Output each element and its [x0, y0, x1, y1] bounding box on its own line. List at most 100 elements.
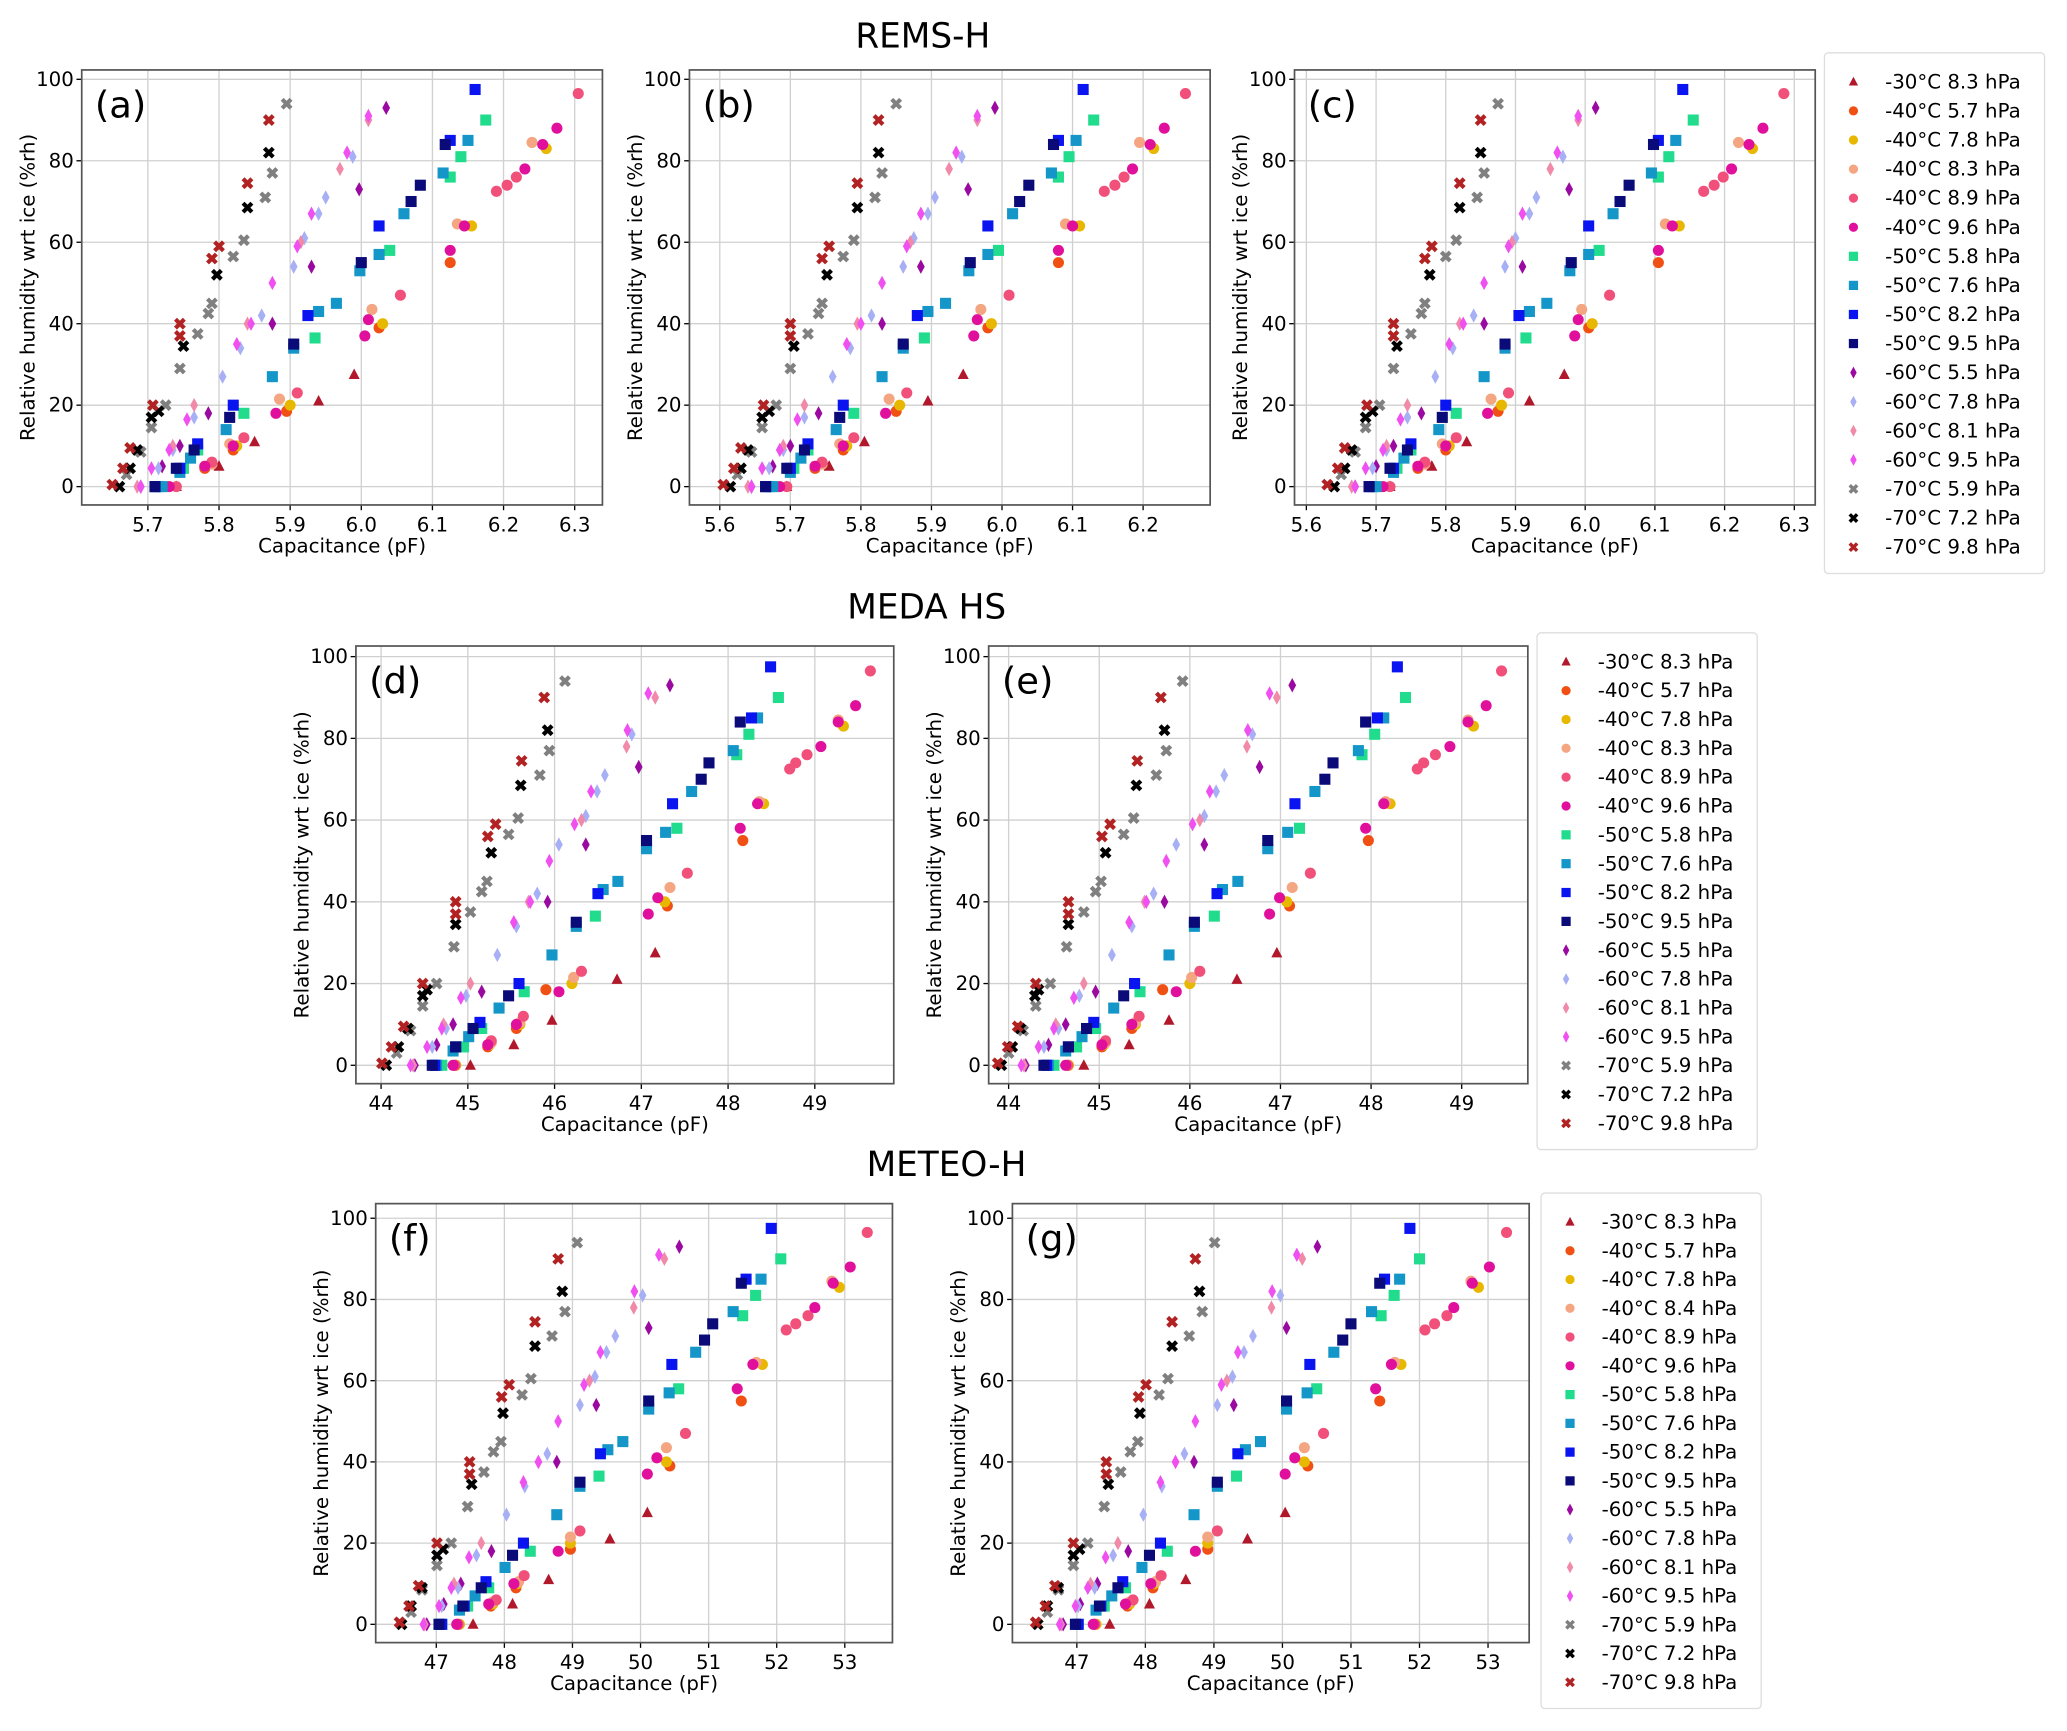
data-point	[1396, 412, 1405, 427]
series-16	[106, 114, 275, 491]
legend-marker-icon	[1561, 772, 1571, 782]
data-point	[652, 892, 664, 904]
legend-entry-label: -50°C 9.5 hPa	[1602, 1469, 1738, 1492]
data-point	[1564, 265, 1576, 277]
data-point	[592, 888, 604, 900]
y-tick-label: 20	[956, 972, 981, 995]
y-tick-label: 0	[1274, 475, 1287, 498]
panel-f: 0 20 40 60 80 100 47 48 49 50 51 52 53 Capacitance (p…	[310, 1202, 894, 1695]
data-point	[1298, 1442, 1310, 1454]
data-point	[902, 239, 911, 254]
data-point	[366, 303, 378, 315]
legend-marker-icon	[1565, 1476, 1575, 1486]
data-point	[493, 1002, 505, 1014]
data-point	[1583, 220, 1595, 232]
data-point	[1067, 1537, 1080, 1550]
data-point	[1345, 444, 1358, 456]
data-point	[1189, 1545, 1201, 1557]
data-point	[1062, 895, 1075, 908]
data-point	[559, 1305, 571, 1318]
y-tick-label: 100	[644, 68, 682, 91]
data-point	[1677, 83, 1689, 96]
data-point	[481, 830, 494, 843]
x-tick-label: 6.2	[1127, 513, 1158, 536]
data-point	[483, 1598, 495, 1610]
data-point	[982, 248, 994, 260]
x-tick-label: 5.7	[775, 513, 806, 536]
data-point	[508, 1038, 520, 1050]
data-point	[551, 122, 563, 134]
data-point	[1166, 1315, 1178, 1328]
data-point	[737, 834, 749, 847]
data-point	[1352, 745, 1364, 757]
data-point	[503, 990, 515, 1002]
data-point	[1288, 678, 1297, 693]
data-point	[1480, 275, 1488, 291]
data-point	[1652, 257, 1664, 269]
legend-marker-icon	[1561, 887, 1571, 898]
data-point	[457, 1600, 469, 1612]
data-point	[449, 1017, 457, 1032]
legend-entry-label: -40°C 9.6 hPa	[1885, 216, 2021, 239]
data-point	[1480, 316, 1488, 331]
data-point	[1361, 461, 1370, 476]
data-point	[649, 946, 661, 958]
data-point	[1129, 978, 1141, 990]
data-point	[268, 316, 277, 331]
data-point	[1100, 1456, 1113, 1468]
data-point	[1379, 442, 1387, 458]
series-8	[760, 83, 1089, 493]
series-3	[1419, 136, 1745, 470]
y-axis-label: Relative humidity wrt ice (%rh)	[16, 134, 39, 441]
data-point	[924, 206, 932, 221]
x-tick-label: 6.3	[1779, 513, 1810, 536]
legend-marker-icon	[1565, 1274, 1575, 1285]
x-tick-label: 47	[629, 1092, 654, 1115]
data-point	[477, 984, 486, 999]
data-point	[827, 1277, 839, 1289]
data-point	[348, 368, 360, 380]
y-tick-label: 40	[979, 1450, 1004, 1473]
data-point	[858, 435, 870, 447]
data-point	[238, 407, 250, 419]
data-point	[1453, 201, 1466, 214]
x-tick-label: 45	[1087, 1092, 1112, 1115]
data-point	[1304, 1358, 1316, 1370]
x-axis-label: Capacitance (pF)	[1471, 534, 1639, 557]
data-point	[463, 1456, 476, 1468]
y-tick-label: 40	[1261, 312, 1286, 335]
data-point	[1044, 977, 1057, 990]
data-point	[1196, 1305, 1209, 1318]
data-point	[510, 1018, 522, 1030]
data-point	[1158, 122, 1170, 134]
data-point	[1255, 759, 1264, 775]
data-point	[1108, 1002, 1120, 1014]
data-point	[555, 837, 563, 852]
y-tick-label: 20	[49, 394, 74, 417]
legend-entry-label: -60°C 5.5 hPa	[1602, 1498, 1738, 1521]
data-point	[1265, 686, 1274, 701]
data-point	[1188, 1509, 1200, 1521]
data-point	[517, 1537, 529, 1549]
data-point	[414, 179, 426, 191]
data-point	[1301, 1387, 1313, 1399]
y-tick-label: 60	[956, 809, 981, 832]
data-point	[146, 399, 159, 412]
data-point	[940, 297, 952, 309]
data-point	[512, 812, 525, 824]
y-tick-label: 60	[49, 231, 74, 254]
data-point	[916, 259, 925, 274]
data-point	[1104, 818, 1117, 831]
data-point	[1518, 206, 1527, 221]
legend-entry-label: -70°C 5.9 hPa	[1885, 478, 2021, 501]
data-point	[502, 1507, 511, 1522]
data-point	[1160, 894, 1169, 910]
series-8	[429, 661, 777, 1071]
legend-entry-label: -50°C 8.2 hPa	[1602, 1441, 1738, 1464]
data-point	[192, 438, 204, 450]
data-point	[1106, 1590, 1118, 1602]
data-point	[1079, 976, 1088, 991]
data-point	[462, 134, 474, 146]
y-tick-label: 20	[656, 394, 681, 417]
data-point	[1071, 1041, 1083, 1053]
